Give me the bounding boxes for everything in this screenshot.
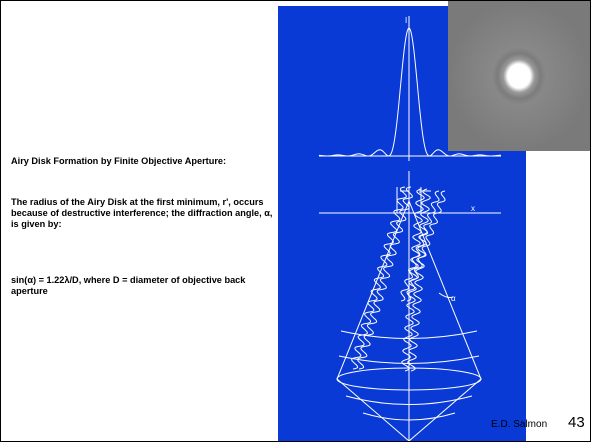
curve (319, 27, 501, 157)
curve (407, 188, 431, 372)
curve (351, 186, 407, 370)
angle-label: α (451, 294, 456, 303)
intensity-label: I (405, 16, 407, 25)
airy-disk-image (448, 1, 590, 151)
curve (400, 190, 440, 302)
axis-label: x (471, 204, 475, 213)
title: Airy Disk Formation by Finite Objective … (11, 156, 227, 166)
radius-label: r (419, 186, 422, 195)
curve (401, 188, 425, 372)
diffraction-drawing (319, 16, 501, 441)
curve (357, 186, 413, 370)
curve (406, 190, 446, 302)
formula: sin(α) = 1.22λ/D, where D = diameter of … (11, 275, 246, 296)
paragraph: The radius of the Airy Disk at the first… (11, 197, 273, 229)
page-number: 43 (568, 414, 585, 431)
credit: E.D. Salmon (491, 419, 548, 430)
